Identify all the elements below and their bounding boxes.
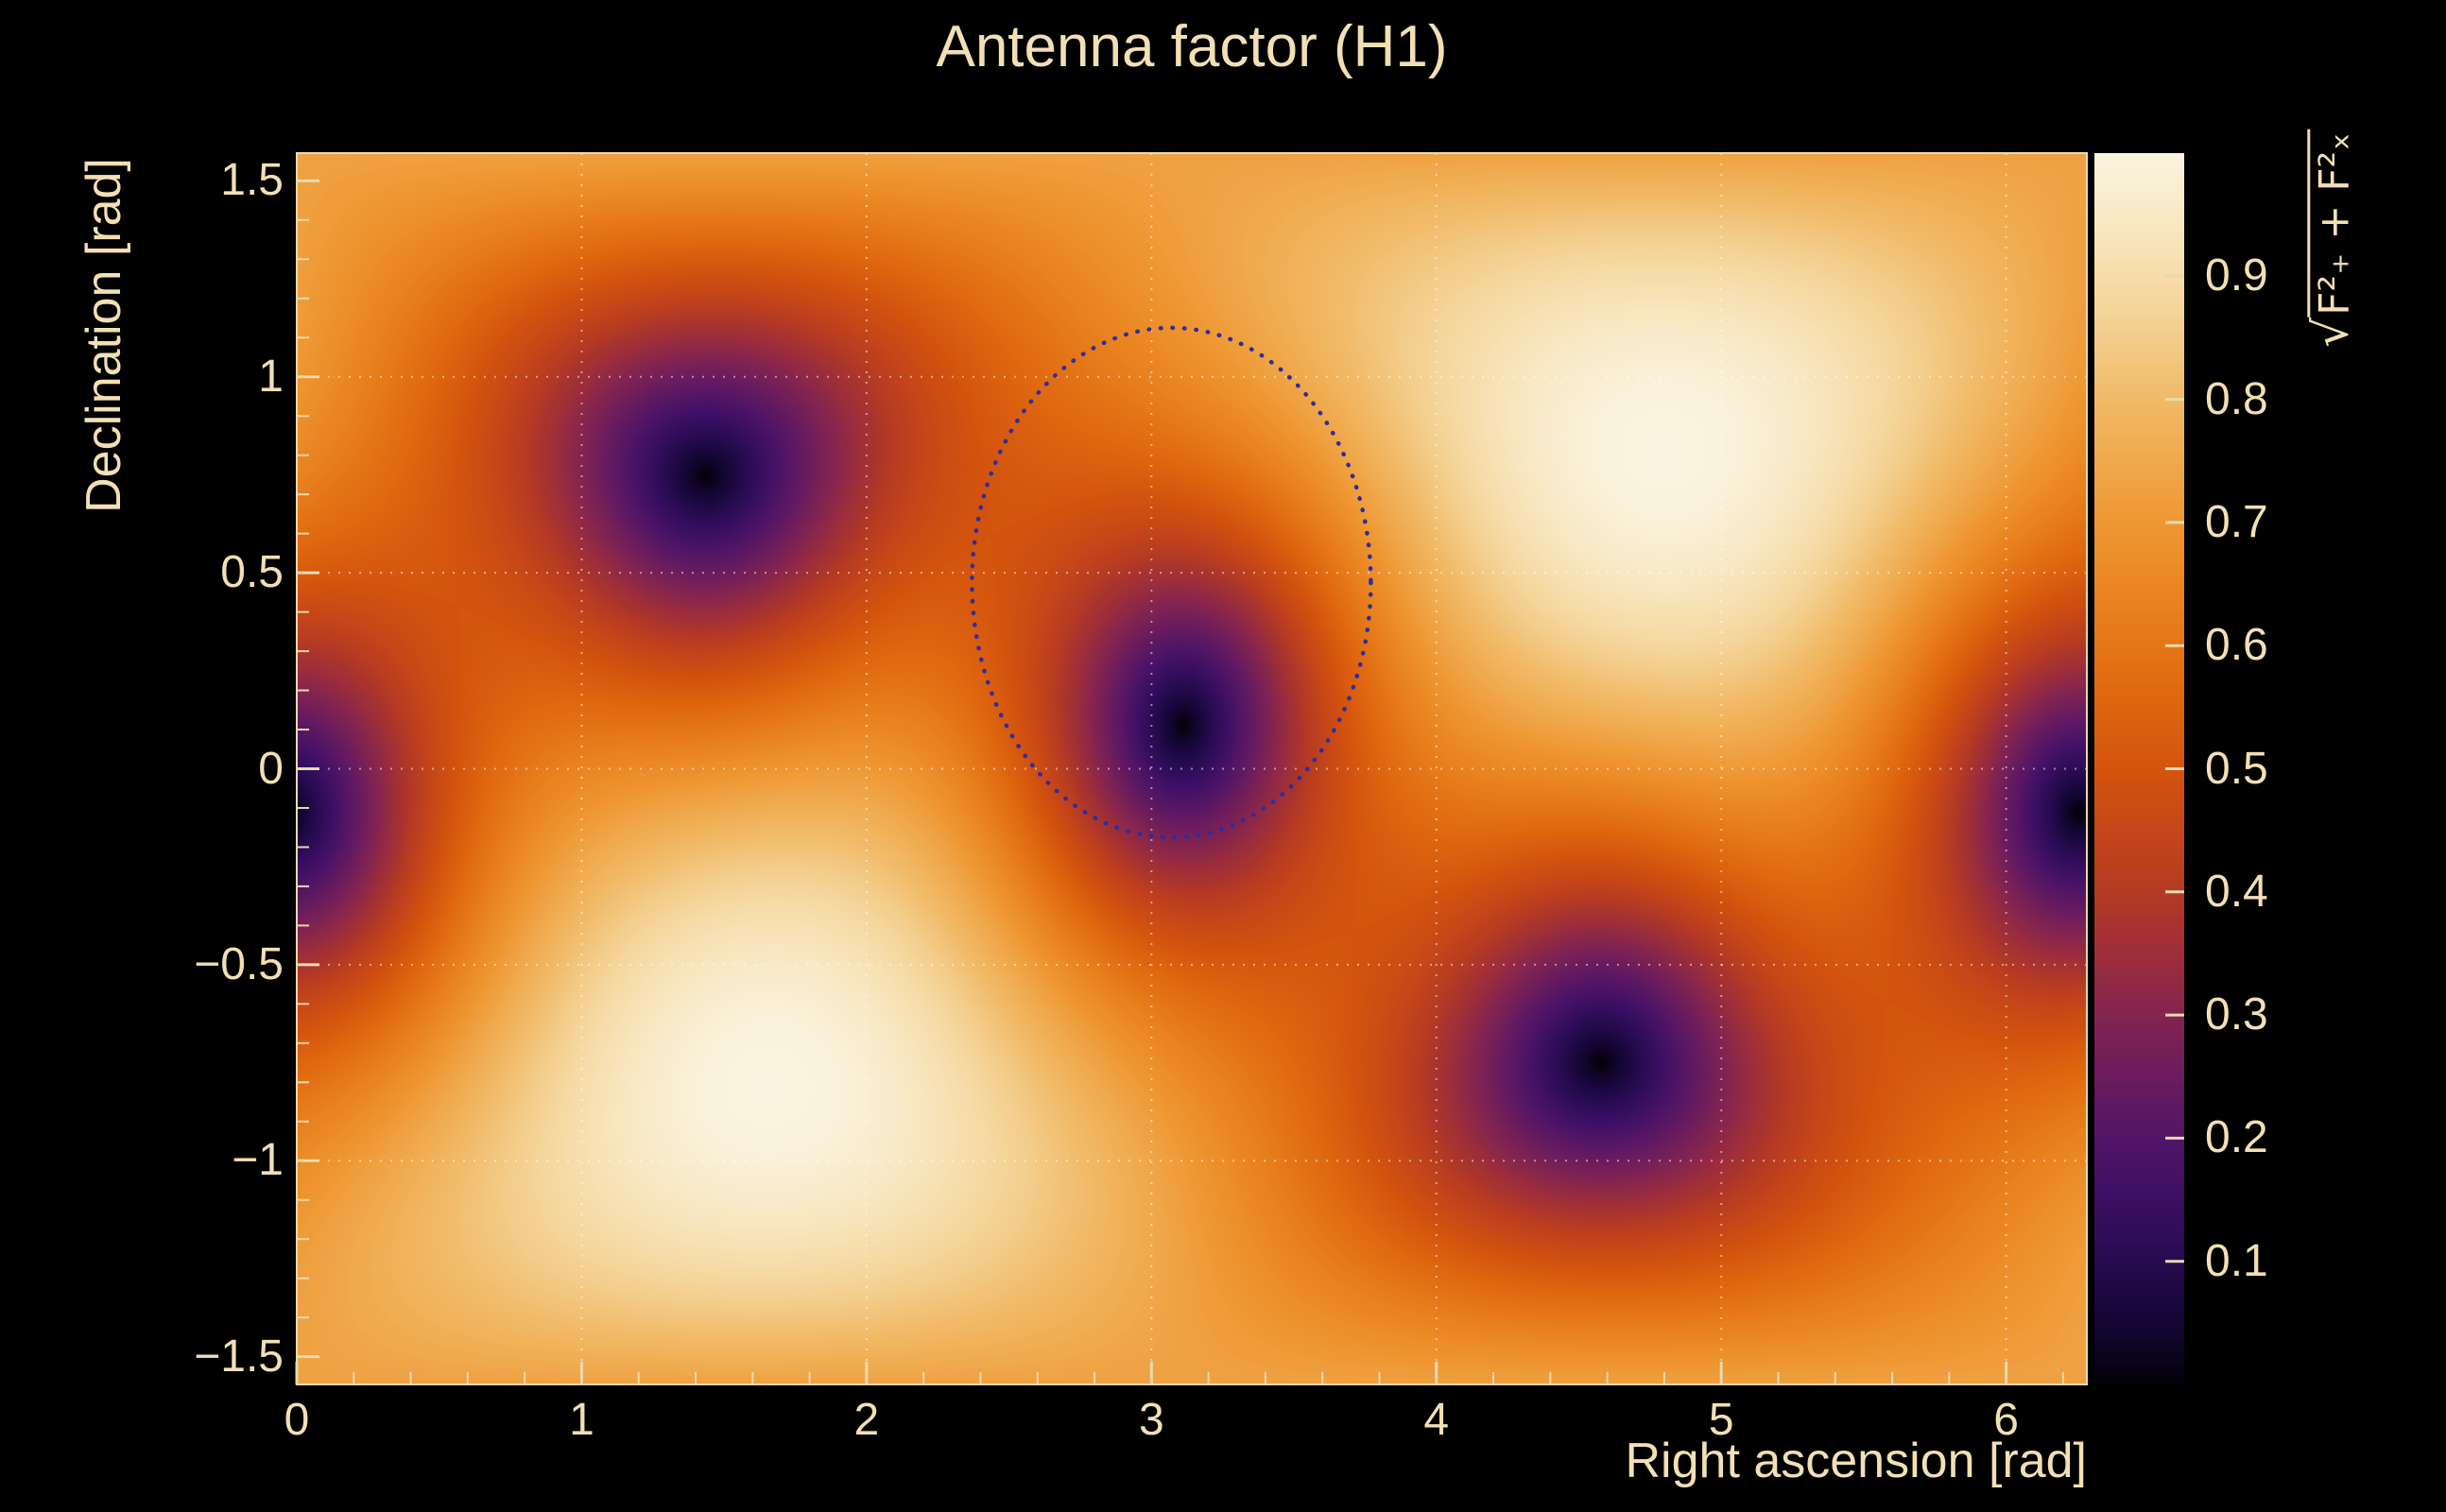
colorbar-tick-label: 0.9 <box>2205 250 2268 301</box>
colorbar-tick-label: 0.7 <box>2205 496 2268 547</box>
colorbar-tick-label: 0.4 <box>2205 866 2268 917</box>
y-tick-label: 1 <box>258 351 284 402</box>
sqrt-radical: √ <box>2303 317 2359 348</box>
y-tick-label: 0 <box>258 743 284 794</box>
colorbar-tick-label: 0.5 <box>2205 743 2268 794</box>
colorbar-tick-label: 0.8 <box>2205 373 2268 424</box>
colorbar-tick-label: 0.1 <box>2205 1235 2268 1286</box>
x-tick-label: 5 <box>1708 1395 1734 1445</box>
y-tick-label: −0.5 <box>194 938 284 989</box>
x-axis-title: Right ascension [rad] <box>1625 1434 2088 1488</box>
sky-localization-circle <box>970 325 1373 840</box>
colorbar-tick-label: 0.6 <box>2205 620 2268 671</box>
x-tick-label: 1 <box>569 1395 594 1445</box>
colorbar-title: √ F²₊ + F²ₓ <box>2303 129 2359 348</box>
x-tick-label: 6 <box>1993 1395 2019 1445</box>
colorbar-title-terms: F²₊ + F²ₓ <box>2307 129 2358 318</box>
y-tick-label: 0.5 <box>220 547 284 598</box>
colorbar-tick-label: 0.2 <box>2205 1112 2268 1163</box>
x-tick-label: 3 <box>1138 1395 1164 1445</box>
y-axis-title: Declination [rad] <box>77 158 131 513</box>
x-tick-label: 4 <box>1423 1395 1450 1445</box>
y-tick-label: −1 <box>232 1135 284 1186</box>
colorbar-tick-label: 0.3 <box>2205 989 2268 1040</box>
x-tick-label: 2 <box>853 1395 880 1445</box>
plot-title: Antenna factor (H1) <box>936 14 1448 79</box>
y-tick-label: 1.5 <box>220 155 284 206</box>
y-tick-label: −1.5 <box>194 1331 284 1382</box>
x-tick-label: 0 <box>284 1395 310 1445</box>
